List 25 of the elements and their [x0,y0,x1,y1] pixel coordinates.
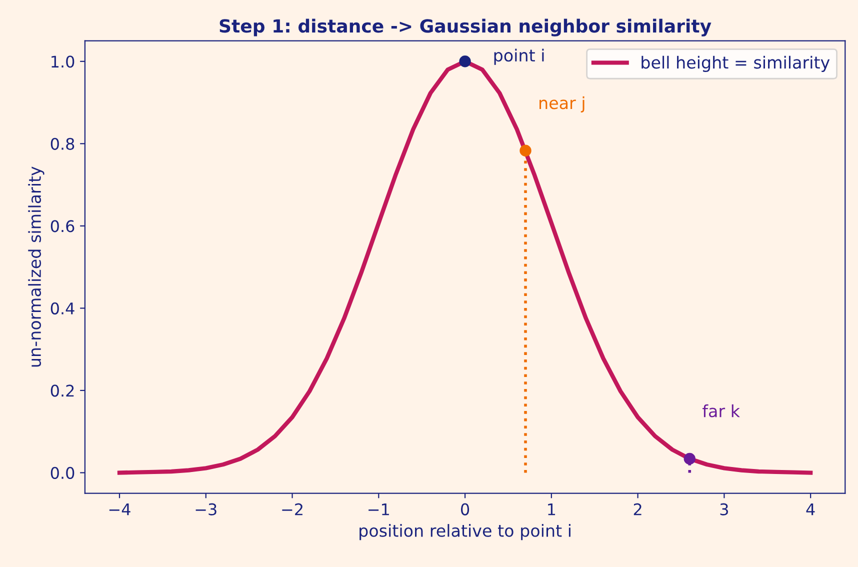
annotation: near j [540,96,584,112]
chart-title: Step 1: distance -> Gaussian neighbor similarity [220,18,712,36]
legend-label: bell height = similarity [642,56,830,72]
x-tick-label: 4 [806,504,815,516]
x-tick-label: 2 [634,503,642,516]
x-tick-label: 1 [548,504,556,516]
point [520,144,532,156]
annotation: far k [702,404,740,418]
y-tick-label: 1.0 [52,56,74,68]
y-tick-label: 0.2 [50,384,74,397]
x-tick-label: 0 [461,503,470,516]
x-tick-label: 3 [720,503,728,516]
y-axis-title: un-normalized similarity [28,166,44,367]
annotation: point i [494,48,544,65]
x-axis-title: position relative to point i [360,524,570,540]
y-tick-label: 0.8 [50,138,74,150]
y-tick-label: 0.4 [50,302,74,314]
x-tick-label: −2 [282,503,302,516]
y-tick-label: 0.6 [50,220,74,232]
y-tick-label: 0.0 [50,466,74,480]
x-tick-label: −4 [109,504,130,516]
x-tick-label: −3 [196,503,216,516]
x-tick-label: −1 [368,504,389,516]
point [459,56,471,68]
point [684,452,696,465]
